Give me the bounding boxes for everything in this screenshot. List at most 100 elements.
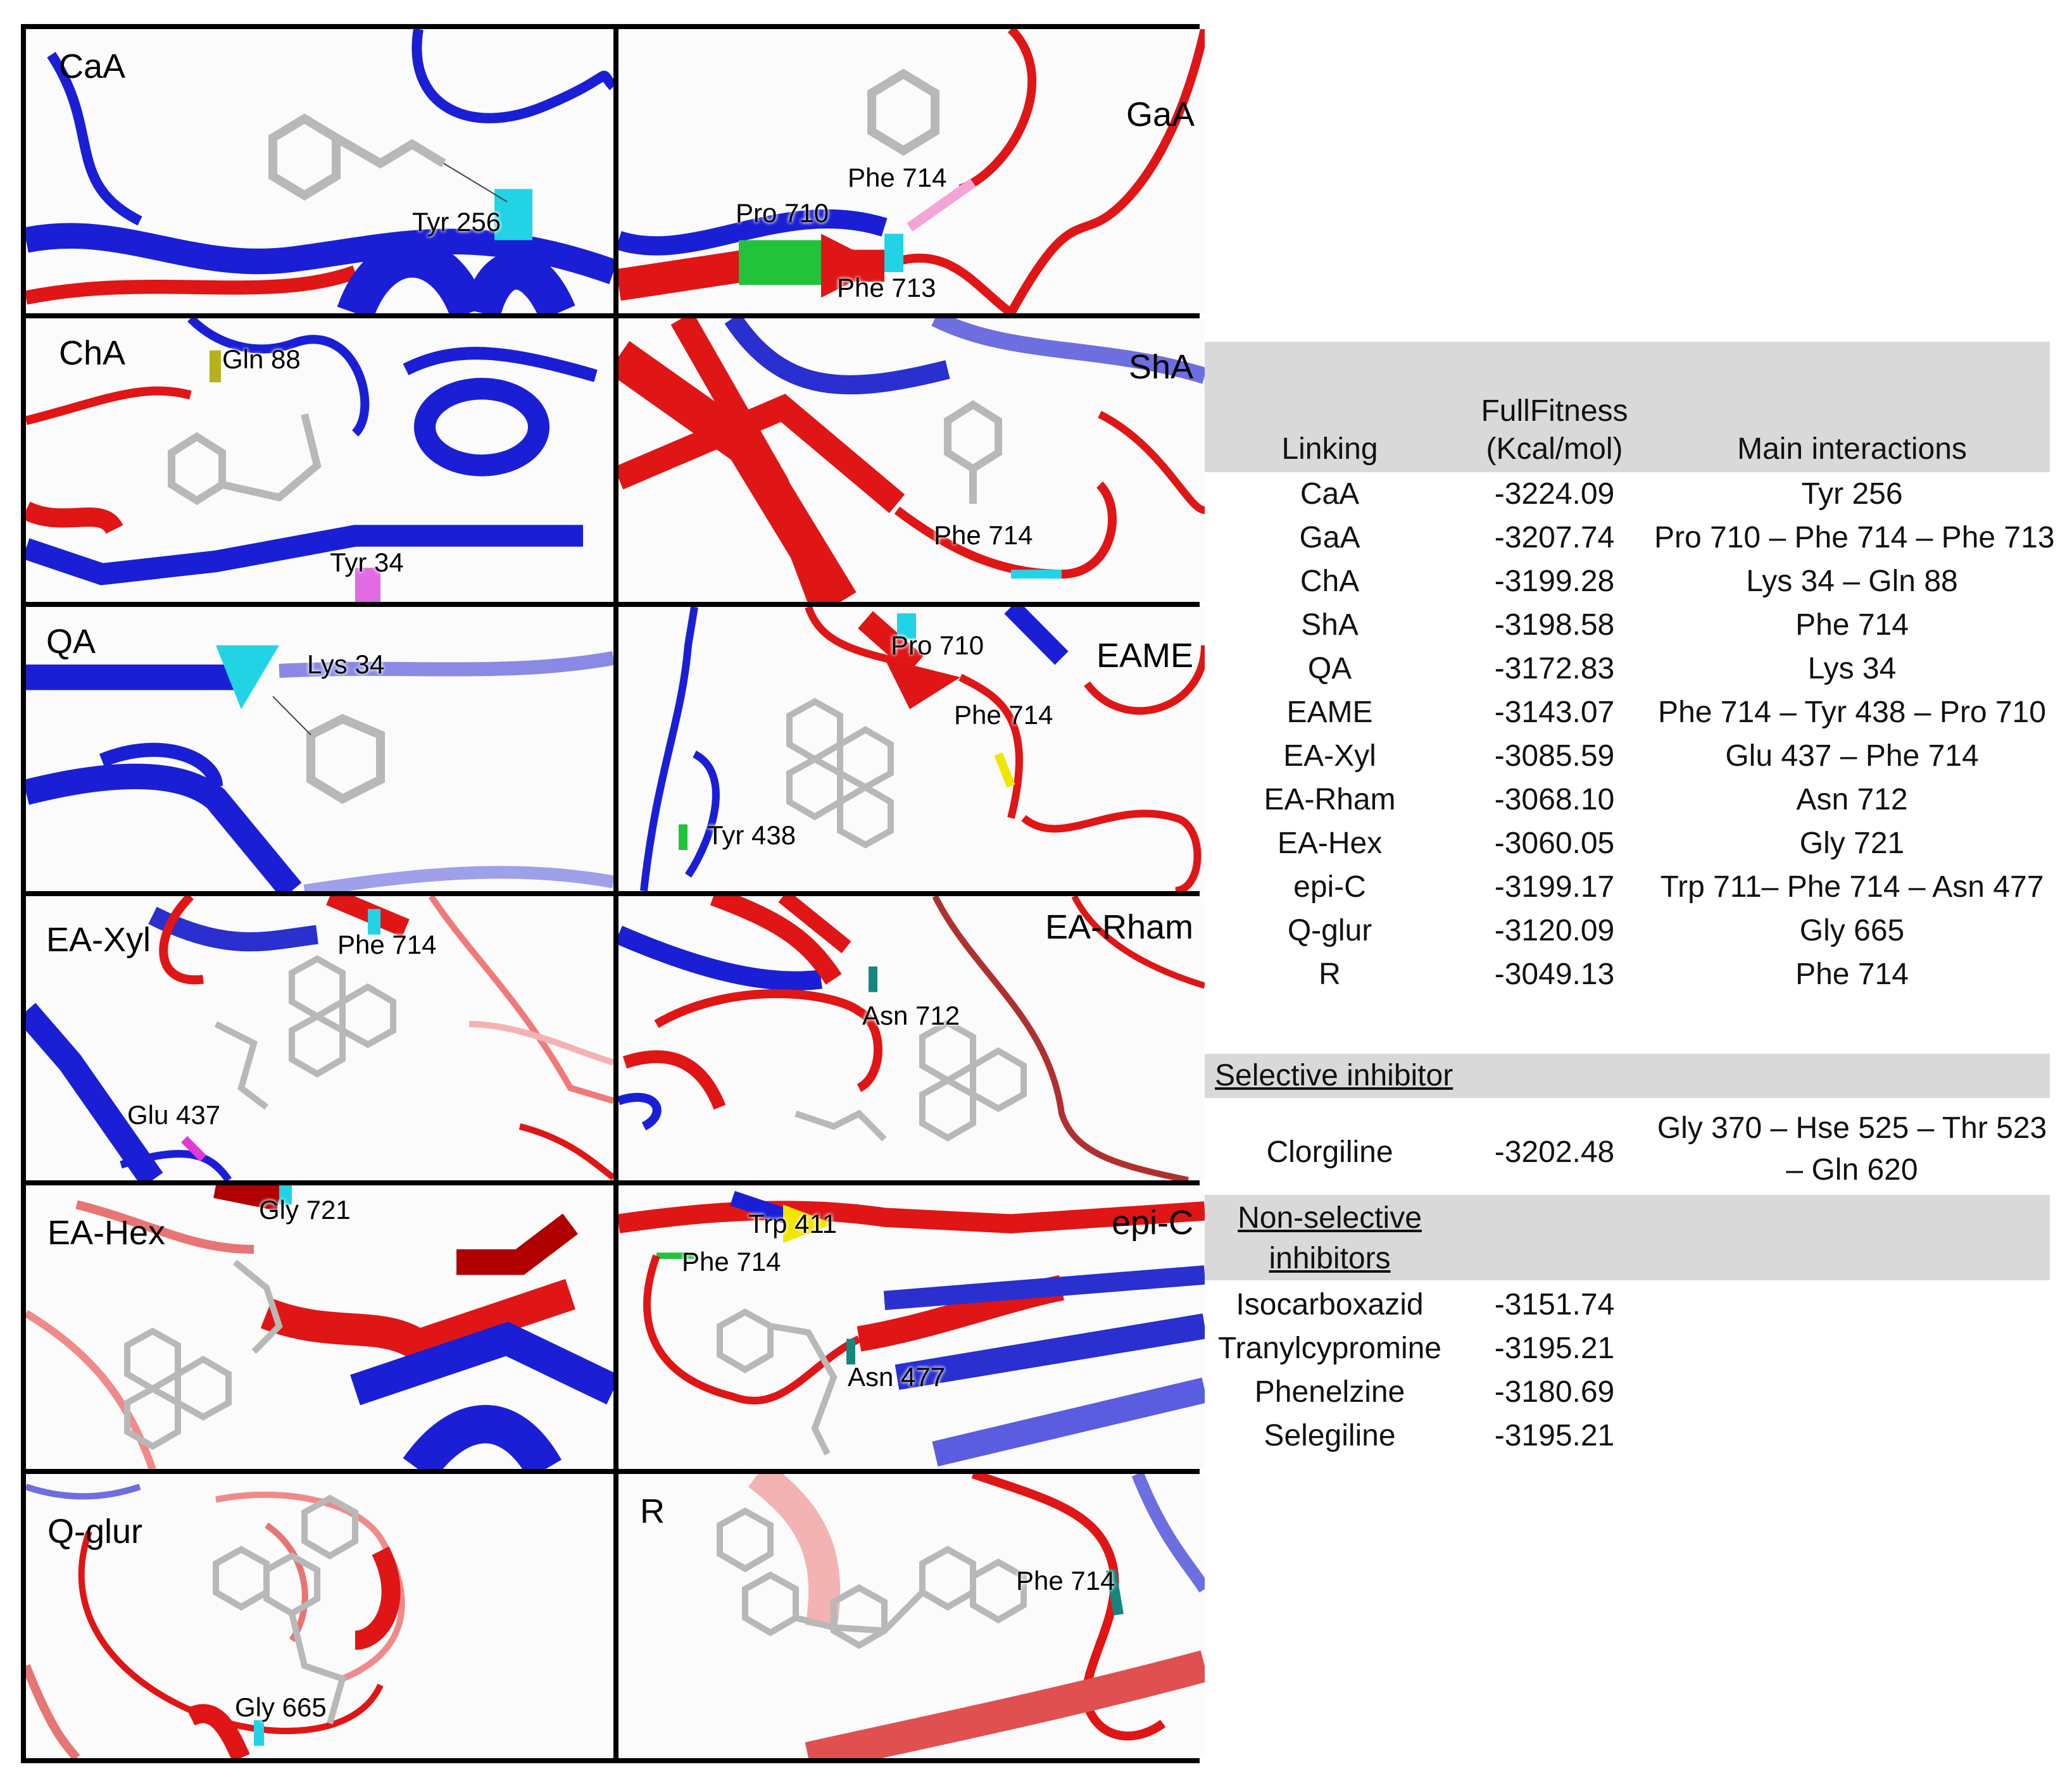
residue-label: Phe 714 — [337, 929, 437, 959]
cell-fitness: -3195.21 — [1494, 1419, 1615, 1452]
residue-label: Asn 477 — [848, 1361, 946, 1392]
protein-ribbon-illustration — [640, 607, 1205, 891]
protein-ribbon-illustration — [618, 1190, 1205, 1466]
cell-fitness: -3085.59 — [1494, 739, 1615, 773]
panel-label: GaA — [1126, 96, 1195, 134]
panel-epi-c: epi-C Trp 411 Phe 714 Asn 477 — [618, 1185, 1205, 1470]
protein-ribbon-illustration — [26, 645, 613, 891]
header-band — [1205, 342, 2050, 472]
cell-linking: CaA — [1300, 477, 1360, 511]
residue-highlight — [739, 240, 827, 285]
col-header-interactions: Main interactions — [1737, 432, 1967, 466]
residue-label: Gly 721 — [259, 1194, 351, 1225]
residue-label: Lys 34 — [307, 649, 385, 680]
cell-interactions: Trp 711– Phe 714 – Asn 477 — [1660, 870, 2044, 904]
cell-interactions: Gly 665 — [1799, 914, 1905, 947]
residue-label: Phe 714 — [1016, 1566, 1115, 1596]
protein-ribbon-illustration — [26, 29, 613, 313]
col-header-fitness-line2: (Kcal/mol) — [1486, 432, 1623, 466]
panel-caa: CaA Tyr 256 — [26, 29, 613, 313]
table-row: CaA -3224.09 Tyr 256 — [1205, 472, 2050, 516]
table-row: Phenelzine -3180.69 — [1205, 1370, 2050, 1414]
section-title-selective: Selective inhibitor — [1215, 1059, 1454, 1092]
table-row: ShA -3198.58 Phe 714 — [1205, 603, 2050, 647]
cell-linking: ChA — [1300, 565, 1360, 598]
cell-linking: EAME — [1286, 696, 1373, 729]
panel-label: Q-glur — [47, 1513, 143, 1551]
residue-label: Tyr 438 — [707, 820, 796, 851]
cell-interactions: Phe 714 — [1795, 958, 1909, 991]
residue-label: Trp 411 — [748, 1208, 838, 1239]
col-header-linking: Linking — [1281, 432, 1378, 466]
col-header-fitness-line1: FullFitness — [1481, 394, 1628, 428]
panel-label: ChA — [59, 334, 126, 372]
table-row: Isocarboxazid -3151.74 — [1205, 1283, 2050, 1327]
cell-fitness: -3195.21 — [1494, 1332, 1615, 1365]
table-row: Selegiline -3195.21 — [1205, 1414, 2050, 1458]
cell-fitness: -3120.09 — [1494, 914, 1615, 947]
table-row: EA-Xyl -3085.59 Glu 437 – Phe 714 — [1205, 734, 2050, 778]
residue-label: Tyr 34 — [330, 547, 404, 577]
protein-ribbon-illustration — [618, 29, 1205, 313]
cell-linking: Q-glur — [1287, 914, 1372, 947]
protein-ribbon-illustration — [717, 1474, 1205, 1758]
cell-fitness: -3207.74 — [1494, 521, 1615, 554]
panel-label: EAME — [1096, 637, 1193, 675]
cell-fitness: -3199.17 — [1494, 870, 1615, 904]
cell-interactions: Lys 34 – Gln 88 — [1746, 565, 1958, 598]
cell-linking: R — [1319, 958, 1341, 991]
cell-interactions: Glu 437 – Phe 714 — [1725, 739, 1979, 773]
panel-label: R — [640, 1492, 665, 1531]
cell-interactions: Phe 714 – Tyr 438 – Pro 710 — [1658, 696, 2046, 729]
residue-label: Phe 714 — [848, 163, 947, 192]
cell-interactions-line2: – Gln 620 — [1786, 1153, 1918, 1187]
panel-ea-hex: EA-Hex Gly 721 — [26, 1185, 613, 1470]
cell-linking: EA-Hex — [1277, 827, 1383, 860]
cell-linking: epi-C — [1293, 870, 1366, 904]
table-row: EA-Hex -3060.05 Gly 721 — [1205, 821, 2050, 865]
residue-label: Gly 665 — [235, 1692, 327, 1723]
cell-fitness: -3180.69 — [1494, 1375, 1615, 1409]
residue-highlight — [216, 645, 279, 710]
cell-interactions: Phe 714 — [1795, 608, 1909, 642]
panel-eame: EAME Pro 710 Phe 714 Tyr 438 — [618, 607, 1205, 891]
table-row: Tranylcypromine -3195.21 — [1205, 1327, 2050, 1370]
docking-panels-grid: CaA Tyr 256 GaA Phe 714 Pro 710 Phe 713 — [21, 24, 1205, 1763]
panel-label: EA-Rham — [1045, 908, 1193, 946]
cell-fitness: -3151.74 — [1494, 1288, 1615, 1321]
table-row: Q-glur -3120.09 Gly 665 — [1205, 909, 2050, 952]
cell-linking: QA — [1307, 652, 1352, 685]
cell-linking: GaA — [1299, 521, 1360, 554]
cell-linking: EA-Xyl — [1283, 739, 1376, 773]
panel-q-glur: Q-glur Gly 665 — [26, 1474, 613, 1758]
table-row: Clorgiline -3202.48 — [1205, 1130, 2050, 1174]
residue-label: Phe 713 — [837, 273, 936, 303]
cell-interactions: Gly 721 — [1799, 827, 1905, 860]
residue-label: Gln 88 — [222, 344, 301, 374]
panel-label: EA-Xyl — [46, 920, 151, 959]
table-row: EAME -3143.07 Phe 714 – Tyr 438 – Pro 710 — [1205, 690, 2050, 734]
cell-linking: Isocarboxazid — [1236, 1288, 1424, 1321]
panel-r: R Phe 714 — [618, 1474, 1205, 1758]
cell-fitness: -3060.05 — [1494, 827, 1615, 860]
panel-label: ShA — [1128, 347, 1193, 386]
panel-gaa: GaA Phe 714 Pro 710 Phe 713 — [618, 29, 1205, 313]
cell-interactions: Tyr 256 — [1801, 477, 1903, 511]
panel-label: QA — [46, 623, 96, 661]
cell-interactions: Asn 712 — [1796, 783, 1908, 816]
protein-ribbon-illustration — [26, 896, 613, 1180]
cell-linking: Tranylcypromine — [1218, 1332, 1441, 1365]
selective-band — [1205, 1054, 2050, 1098]
cell-linking: Clorgiline — [1266, 1135, 1393, 1169]
cell-interactions: Pro 710 – Phe 714 – Phe 713 — [1654, 521, 2055, 554]
cell-fitness: -3202.48 — [1494, 1135, 1615, 1169]
table-row: ChA -3199.28 Lys 34 – Gln 88 — [1205, 559, 2050, 603]
residue-label: Phe 714 — [682, 1246, 781, 1277]
protein-ribbon-illustration — [26, 1185, 613, 1470]
cell-fitness: -3068.10 — [1494, 783, 1615, 816]
residue-label: Pro 710 — [736, 198, 829, 228]
panel-sha: ShA Phe 714 — [618, 318, 1205, 603]
table-row: GaA -3207.74 Pro 710 – Phe 714 – Phe 713 — [1205, 516, 2055, 559]
cell-linking: EA-Rham — [1264, 783, 1396, 816]
protein-ribbon-illustration — [26, 318, 598, 603]
